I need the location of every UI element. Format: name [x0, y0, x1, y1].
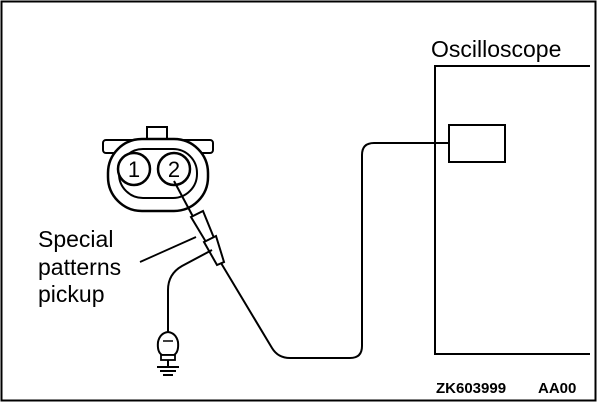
special-patterns-pickup [173, 180, 226, 267]
ground-icon [157, 360, 179, 376]
oscilloscope-label: Oscilloscope [431, 36, 561, 62]
pickup-clip [202, 234, 226, 267]
connector-latch [146, 126, 168, 140]
test-lamp-lead [167, 249, 213, 332]
connector: 1 2 [102, 126, 214, 213]
pickup-label-line3: pickup [38, 281, 104, 307]
figure-code-suffix: AA00 [538, 380, 576, 397]
oscilloscope-body [434, 65, 590, 355]
connector-pin-2 [156, 151, 192, 187]
pickup-label-line2: patterns [38, 254, 121, 280]
bulb-glass [156, 330, 180, 356]
connector-pin-1 [116, 151, 152, 187]
pin-2-label: 2 [168, 157, 180, 182]
pickup-label-line1: Special [38, 226, 113, 252]
bulb-base [160, 354, 176, 361]
oscilloscope-input-terminal [448, 124, 506, 163]
test-lamp [156, 330, 180, 361]
probe-cable [220, 142, 449, 359]
oscilloscope: Oscilloscope [431, 36, 590, 355]
figure-code: ZK603999 [436, 380, 506, 397]
pickup-leader-line [139, 236, 197, 263]
pin-1-label: 1 [128, 157, 140, 182]
